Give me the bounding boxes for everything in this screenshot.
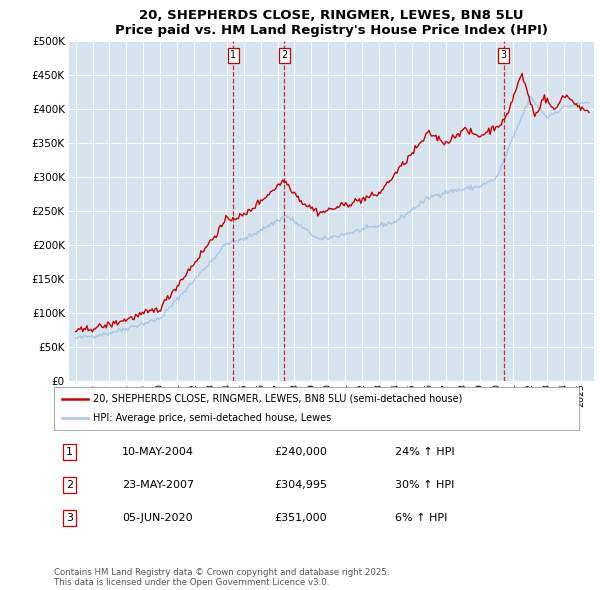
- Text: 23-MAY-2007: 23-MAY-2007: [122, 480, 194, 490]
- Text: 2: 2: [281, 50, 287, 60]
- Text: HPI: Average price, semi-detached house, Lewes: HPI: Average price, semi-detached house,…: [94, 413, 332, 423]
- Text: 10-MAY-2004: 10-MAY-2004: [122, 447, 194, 457]
- Text: 1: 1: [230, 50, 236, 60]
- Text: 3: 3: [501, 50, 507, 60]
- Text: 1: 1: [66, 447, 73, 457]
- Text: £240,000: £240,000: [275, 447, 328, 457]
- Text: 20, SHEPHERDS CLOSE, RINGMER, LEWES, BN8 5LU (semi-detached house): 20, SHEPHERDS CLOSE, RINGMER, LEWES, BN8…: [94, 394, 463, 404]
- Text: 6% ↑ HPI: 6% ↑ HPI: [395, 513, 448, 523]
- Text: 3: 3: [66, 513, 73, 523]
- Title: 20, SHEPHERDS CLOSE, RINGMER, LEWES, BN8 5LU
Price paid vs. HM Land Registry's H: 20, SHEPHERDS CLOSE, RINGMER, LEWES, BN8…: [115, 9, 548, 37]
- Text: 24% ↑ HPI: 24% ↑ HPI: [395, 447, 455, 457]
- Text: £351,000: £351,000: [275, 513, 327, 523]
- Text: Contains HM Land Registry data © Crown copyright and database right 2025.
This d: Contains HM Land Registry data © Crown c…: [54, 568, 389, 587]
- Text: £304,995: £304,995: [275, 480, 328, 490]
- Text: 2: 2: [66, 480, 73, 490]
- Text: 30% ↑ HPI: 30% ↑ HPI: [395, 480, 455, 490]
- Text: 05-JUN-2020: 05-JUN-2020: [122, 513, 193, 523]
